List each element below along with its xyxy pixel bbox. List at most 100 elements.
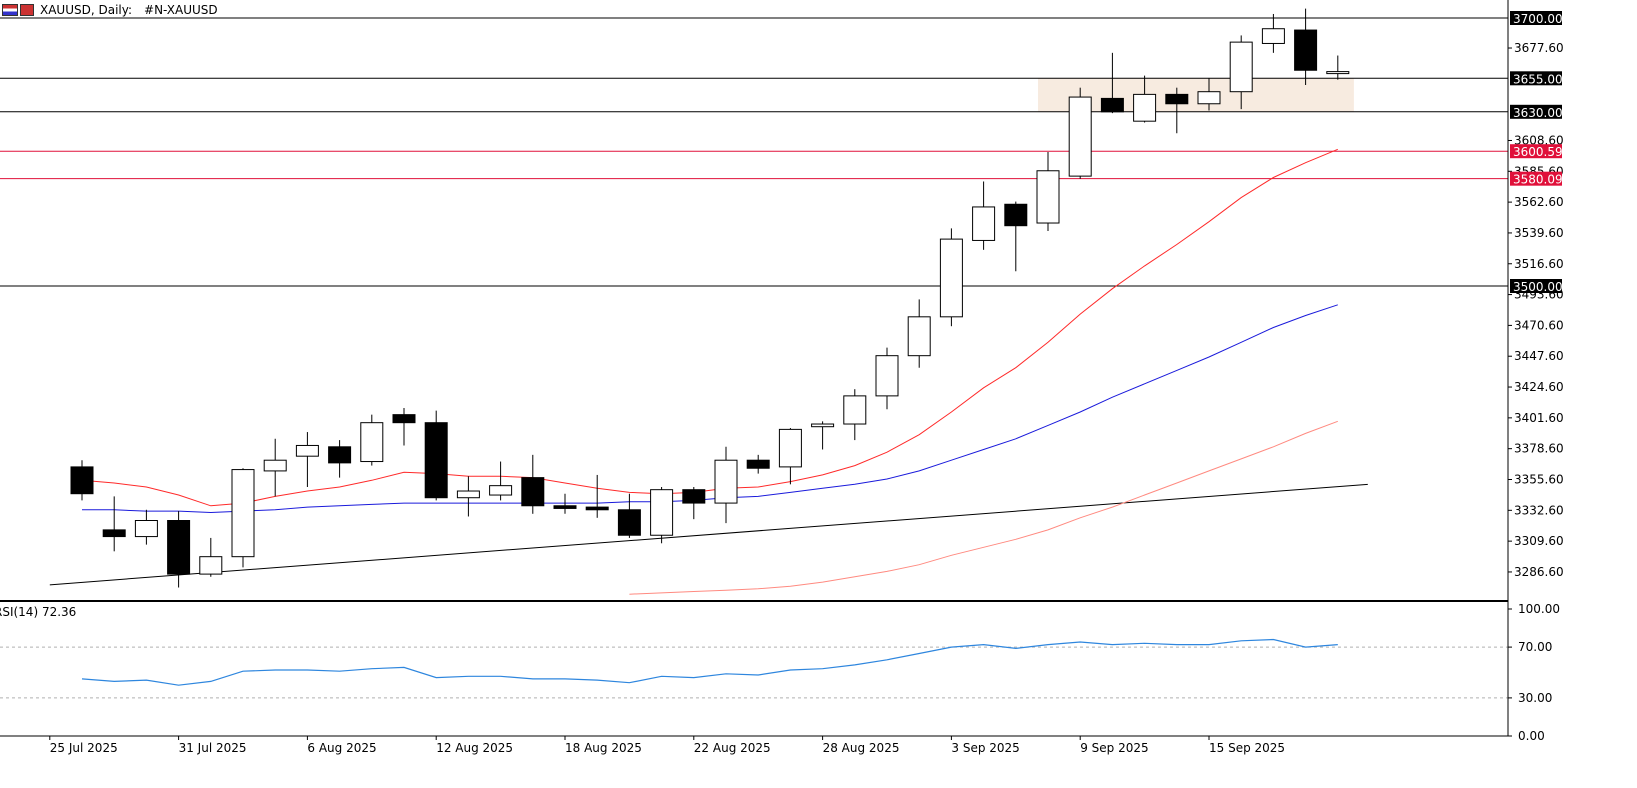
- candle-4: [199, 537, 223, 577]
- candle-body: [1261, 28, 1285, 44]
- candle-body: [907, 316, 931, 357]
- candle-body: [811, 423, 835, 428]
- candle-35: [1197, 78, 1221, 111]
- y-tick-label: 3470.60: [1514, 318, 1564, 332]
- candle-body: [521, 477, 545, 507]
- candle-0: [70, 460, 94, 501]
- x-tick-label: 15 Sep 2025: [1209, 741, 1285, 755]
- candle-21: [746, 454, 770, 474]
- candle-body: [875, 355, 899, 397]
- candle-30: [1036, 152, 1060, 232]
- y-tick-label: 3424.60: [1514, 380, 1564, 394]
- x-tick-label: 6 Aug 2025: [307, 741, 376, 755]
- y-tick-label: 3677.60: [1514, 41, 1564, 55]
- level-label-bg: [1510, 279, 1562, 293]
- ma-mid-line: [82, 304, 1338, 514]
- y-tick-label: 3355.60: [1514, 472, 1564, 486]
- candle-body: [1133, 93, 1157, 122]
- candle-8: [328, 440, 352, 478]
- level-label-bg: [1510, 71, 1562, 86]
- level-label-bg: [1510, 11, 1562, 25]
- candle-body: [424, 422, 448, 499]
- candle-body: [1100, 97, 1124, 113]
- candle-body: [360, 422, 384, 463]
- rsi-tick-label: 70.00: [1518, 640, 1552, 654]
- candle-body: [585, 506, 609, 511]
- candle-18: [650, 487, 674, 544]
- candle-body: [714, 459, 738, 504]
- candle-31: [1068, 87, 1092, 179]
- candle-34: [1165, 87, 1189, 134]
- y-tick-label: 3562.60: [1514, 195, 1564, 209]
- level-label-bg: [1510, 171, 1562, 186]
- candle-38: [1294, 8, 1318, 85]
- candle-body: [295, 444, 319, 457]
- level-label-3600.59: 3600.59: [1510, 144, 1563, 159]
- candle-37: [1261, 13, 1285, 53]
- x-tick-label: 18 Aug 2025: [565, 741, 642, 755]
- candle-body: [972, 206, 996, 241]
- rsi-tick-label: 100.00: [1518, 602, 1560, 616]
- candle-36: [1229, 35, 1253, 110]
- candle-body: [1165, 93, 1189, 105]
- level-label-3630.00: 3630.00: [1510, 104, 1563, 120]
- candle-body: [199, 556, 223, 575]
- candle-23: [811, 421, 835, 450]
- candle-body: [1068, 96, 1092, 177]
- candle-body: [167, 520, 191, 575]
- candle-body: [1326, 71, 1350, 75]
- candle-body: [1197, 91, 1221, 105]
- candle-body: [1229, 41, 1253, 93]
- y-tick-label: 3608.60: [1514, 133, 1564, 147]
- main-panel: [0, 8, 1508, 595]
- x-tick-label: 22 Aug 2025: [694, 741, 771, 755]
- ma-slow-line: [629, 420, 1338, 595]
- trendline: [49, 483, 1368, 586]
- candle-26: [907, 299, 931, 368]
- candle-20: [714, 446, 738, 524]
- x-tick-label: 25 Jul 2025: [50, 741, 118, 755]
- candle-16: [585, 474, 609, 518]
- candle-29: [1004, 201, 1028, 272]
- level-label-text: 3630.00: [1513, 106, 1563, 120]
- flag-icon: [2, 4, 18, 16]
- rsi-line: [81, 638, 1338, 686]
- candle-1: [102, 496, 126, 552]
- candle-28: [972, 181, 996, 250]
- y-tick-label: 3447.60: [1514, 349, 1564, 363]
- x-tick-label: 9 Sep 2025: [1080, 741, 1148, 755]
- candle-body: [328, 446, 352, 464]
- candle-body: [1036, 170, 1060, 224]
- candle-body: [682, 489, 706, 504]
- rsi-tick-label: 0.00: [1518, 729, 1545, 743]
- candle-body: [650, 489, 674, 536]
- candle-14: [521, 454, 545, 514]
- rsi-title: RSI(14) 72.36: [0, 605, 76, 619]
- level-label-text: 3600.59: [1513, 145, 1563, 159]
- symbol-period-label: XAUUSD, Daily:: [40, 3, 133, 17]
- candle-body: [843, 395, 867, 425]
- candle-body: [746, 459, 770, 469]
- candle-body: [617, 509, 641, 536]
- level-label-3700.00: 3700.00: [1510, 11, 1563, 26]
- level-label-3655.00: 3655.00: [1510, 71, 1563, 86]
- candle-5: [231, 468, 255, 568]
- broker-icon: [20, 4, 34, 16]
- candle-39: [1326, 55, 1350, 80]
- candle-22: [778, 428, 802, 485]
- candle-15: [553, 493, 577, 514]
- candle-12: [456, 476, 480, 517]
- candle-10: [392, 407, 416, 446]
- candle-32: [1100, 52, 1124, 114]
- candle-body: [263, 459, 287, 472]
- candle-3: [167, 511, 191, 588]
- candle-body: [70, 466, 94, 495]
- y-tick-label: 3378.60: [1514, 442, 1564, 456]
- candle-body: [392, 414, 416, 424]
- ma-fast-line: [81, 148, 1338, 507]
- candle-9: [360, 414, 384, 466]
- y-tick-label: 3516.60: [1514, 257, 1564, 271]
- candle-body: [553, 505, 577, 509]
